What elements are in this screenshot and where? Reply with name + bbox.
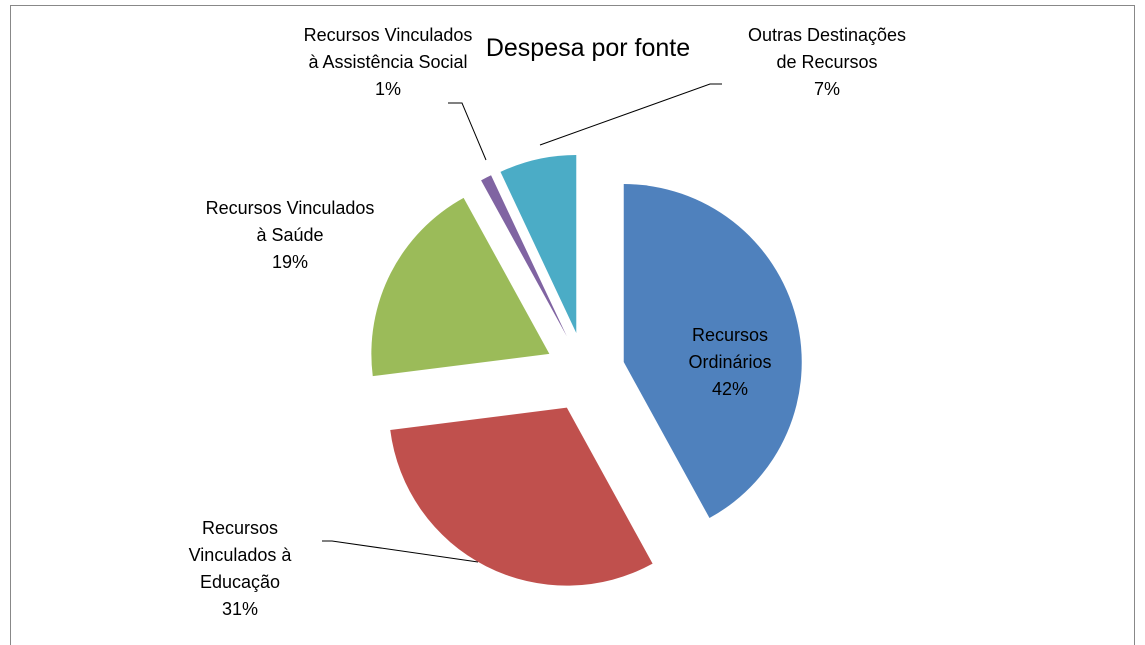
- value-label: 42%: [711, 379, 749, 399]
- category-label: Recursos Vinculados à Assistência Social: [303, 25, 473, 72]
- pie-slice: [500, 154, 577, 333]
- data-label: Recursos Vinculados à Educação 31%: [165, 515, 315, 623]
- value-label: 1%: [374, 79, 401, 99]
- data-label: Recursos Vinculados à Assistência Social…: [303, 22, 473, 103]
- pie-slice: [623, 184, 802, 519]
- category-label: Recursos Vinculados à Educação: [188, 518, 292, 592]
- pie-slice: [371, 197, 550, 377]
- chart-frame: [10, 5, 1135, 645]
- value-label: 19%: [271, 252, 309, 272]
- data-label: Outras Destinações de Recursos 7%: [747, 22, 907, 103]
- pie-slice: [390, 407, 653, 586]
- pie-slice: [481, 175, 567, 337]
- data-label: Recursos Vinculados à Saúde 19%: [204, 195, 376, 276]
- category-label: Outras Destinações de Recursos: [747, 25, 907, 72]
- leader-line: [539, 83, 722, 146]
- leader-line: [322, 540, 479, 563]
- chart-title: Despesa por fonte: [485, 34, 691, 62]
- category-label: Recursos Vinculados à Saúde: [205, 198, 375, 245]
- category-label: Recursos Ordinários: [688, 325, 772, 372]
- data-label: Recursos Ordinários 42%: [670, 322, 790, 403]
- value-label: 7%: [813, 79, 840, 99]
- leader-line: [448, 102, 487, 161]
- value-label: 31%: [221, 599, 259, 619]
